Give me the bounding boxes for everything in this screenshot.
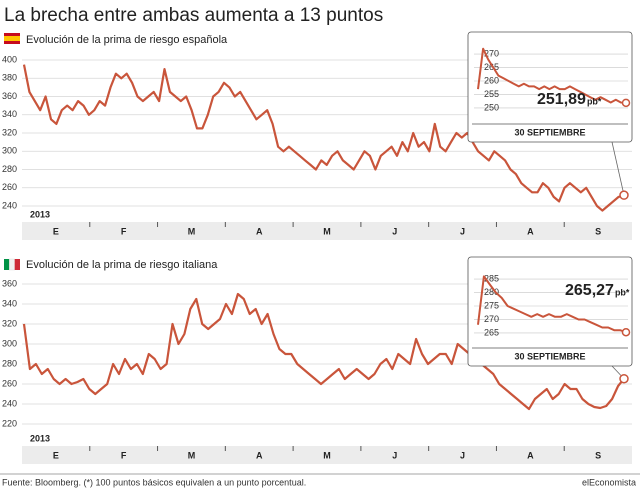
month-axis <box>22 446 632 464</box>
y-tick-label: 240 <box>2 398 17 408</box>
y-tick-label: 340 <box>2 109 17 119</box>
month-label: J <box>460 226 465 236</box>
inset-tick-label: 275 <box>484 300 499 310</box>
chart-subtitle: Evolución de la prima de riesgo española <box>26 34 228 46</box>
y-tick-label: 240 <box>2 200 17 210</box>
inset-tick-label: 285 <box>484 273 499 283</box>
inset-tick-label: 280 <box>484 287 499 297</box>
inset-tick-label: 260 <box>484 75 499 85</box>
y-tick-label: 220 <box>2 418 17 428</box>
y-tick-label: 340 <box>2 298 17 308</box>
inset-tick-label: 250 <box>484 102 499 112</box>
month-label: F <box>121 450 127 460</box>
inset-tick-label: 265 <box>484 62 499 72</box>
inset-box <box>467 256 633 367</box>
y-tick-label: 400 <box>2 54 17 64</box>
inset-unit-label: pb* <box>615 287 630 297</box>
flag-italy-red <box>14 259 20 270</box>
y-tick-label: 360 <box>2 91 17 101</box>
month-label: E <box>53 450 59 460</box>
month-label: E <box>53 226 59 236</box>
y-tick-label: 260 <box>2 378 17 388</box>
y-tick-label: 300 <box>2 146 17 156</box>
y-tick-label: 280 <box>2 358 17 368</box>
y-tick-label: 320 <box>2 127 17 137</box>
inset-unit-label: pb* <box>587 96 602 106</box>
series-line <box>22 292 625 411</box>
inset-tick-label: 270 <box>484 314 499 324</box>
inset-tick-label: 255 <box>484 89 499 99</box>
y-tick-label: 280 <box>2 164 17 174</box>
month-label: A <box>256 450 263 460</box>
flag-italy-white <box>9 258 15 271</box>
y-tick-label: 380 <box>2 73 17 83</box>
end-point <box>619 373 629 384</box>
month-label: A <box>527 226 534 236</box>
chart-subtitle: Evolución de la prima de riesgo italiana <box>26 259 218 271</box>
inset-end-point <box>621 327 631 337</box>
footer-source: Fuente: Bloomberg. (*) 100 puntos básico… <box>2 477 306 487</box>
inset-value-label: 251,89 <box>537 91 586 108</box>
inset-box <box>467 31 633 143</box>
month-label: M <box>188 226 196 236</box>
month-label: M <box>323 226 331 236</box>
month-label: J <box>392 226 397 236</box>
inset-tick-label: 265 <box>484 327 499 337</box>
y-tick-label: 360 <box>2 278 17 288</box>
month-label: S <box>595 450 601 460</box>
inset-line <box>477 275 627 334</box>
y-tick-label: 260 <box>2 182 17 192</box>
inset-end-point <box>621 98 631 108</box>
footer-brand: elEconomista <box>582 477 636 487</box>
month-label: J <box>392 450 397 460</box>
month-label: A <box>527 450 534 460</box>
month-label: A <box>256 226 263 236</box>
y-tick-label: 320 <box>2 318 17 328</box>
month-label: F <box>121 226 127 236</box>
year-label: 2013 <box>30 433 50 443</box>
connector <box>611 141 625 196</box>
month-label: M <box>188 450 196 460</box>
inset-line <box>477 47 627 104</box>
year-label: 2013 <box>30 209 50 219</box>
series-line <box>22 64 625 212</box>
month-axis <box>22 222 632 240</box>
end-point <box>619 190 629 200</box>
month-label: M <box>323 450 331 460</box>
flag-spain-band <box>4 36 20 41</box>
inset-date-label: 30 SEPTIEMBRE <box>514 351 585 361</box>
month-label: S <box>595 226 601 236</box>
month-label: J <box>460 450 465 460</box>
inset-date-label: 30 SEPTIEMBRE <box>514 127 585 137</box>
page-title: La brecha entre ambas aumenta a 13 punto… <box>4 5 383 26</box>
inset-value-label: 265,27 <box>565 282 614 299</box>
flag-italy-green <box>4 259 10 270</box>
inset-tick-label: 270 <box>484 48 499 58</box>
y-tick-label: 300 <box>2 338 17 348</box>
